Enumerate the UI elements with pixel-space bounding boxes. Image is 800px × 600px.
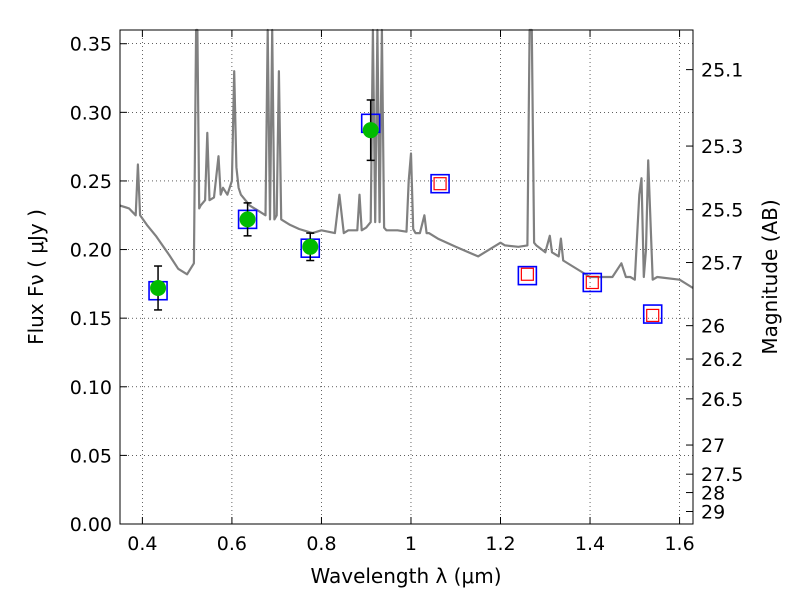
x-axis-label: Wavelength λ (μm)	[310, 564, 501, 588]
magnitude-tick-label: 28	[701, 483, 725, 505]
predicted-inner-marker	[646, 308, 660, 323]
y-tick-label: 0.05	[70, 445, 112, 467]
observed-point	[302, 238, 319, 255]
observed-point	[150, 279, 167, 296]
y-tick-label: 0.20	[70, 240, 112, 262]
predicted-photometry-marker	[517, 265, 538, 286]
magnitude-tick-label: 25.7	[701, 253, 743, 275]
x-tick-label: 0.4	[127, 533, 157, 555]
magnitude-axis-label: Magnitude (AB)	[758, 199, 782, 354]
y-tick-label: 0.10	[70, 377, 112, 399]
y-tick-label: 0.15	[70, 308, 112, 330]
x-tick-label: 1	[405, 533, 417, 555]
x-tick-label: 0.8	[306, 533, 336, 555]
magnitude-tick-label: 26.5	[701, 389, 743, 411]
x-tick-label: 1.6	[664, 533, 694, 555]
observed-point	[239, 211, 256, 228]
y-tick-label: 0.25	[70, 171, 112, 193]
magnitude-tick-label: 25.5	[701, 200, 743, 222]
model-spectrum-line	[119, 28, 694, 289]
x-tick-label: 1.4	[575, 533, 605, 555]
predicted-inner-marker	[433, 177, 447, 191]
x-tick-label: 1.2	[485, 533, 515, 555]
magnitude-tick-label: 27	[701, 435, 725, 457]
x-tick-label: 0.6	[217, 533, 247, 555]
predicted-inner-marker	[520, 267, 534, 281]
magnitude-tick-label: 26	[701, 316, 725, 338]
spectrum-layer	[119, 28, 694, 289]
points-layer	[148, 99, 663, 324]
magnitude-tick-label: 29	[701, 501, 725, 523]
y-tick-label: 0.35	[70, 34, 112, 56]
predicted-inner-marker	[585, 275, 599, 290]
y-tick-label: 0.00	[70, 514, 112, 536]
y-tick-label: 0.30	[70, 102, 112, 124]
y-axis-label: Flux Fν ( μJy )	[24, 209, 48, 345]
axis-ticks: 0.4 0.6 0.8 1 1.2 1.4 1.6 0.00 0.05 0.10 0.15 0.20 0…	[70, 30, 743, 555]
observed-point	[362, 122, 379, 139]
magnitude-tick-label: 25.3	[701, 136, 743, 158]
predicted-photometry-marker	[430, 173, 450, 194]
magnitude-tick-label: 27.5	[701, 464, 743, 486]
predicted-photometry-marker	[642, 304, 663, 324]
magnitude-tick-label: 25.1	[701, 60, 743, 82]
magnitude-tick-label: 26.2	[701, 349, 743, 371]
predicted-photometry-marker	[582, 272, 603, 293]
plot-frame	[119, 29, 694, 525]
